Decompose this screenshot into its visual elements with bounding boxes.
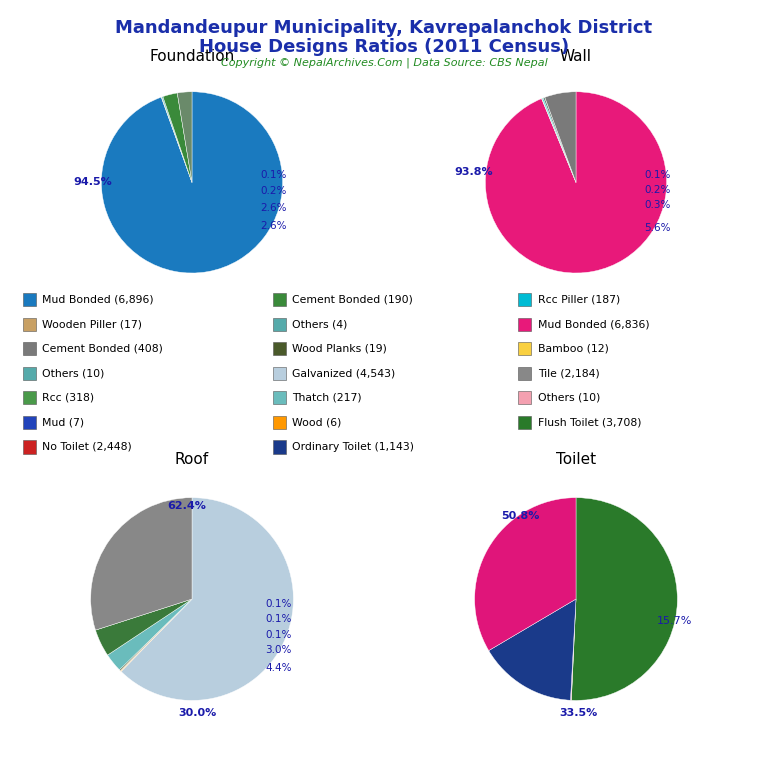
Text: Wooden Piller (17): Wooden Piller (17): [42, 319, 142, 329]
Text: 62.4%: 62.4%: [167, 501, 207, 511]
Text: House Designs Ratios (2011 Census): House Designs Ratios (2011 Census): [199, 38, 569, 56]
Text: Mud Bonded (6,836): Mud Bonded (6,836): [538, 319, 649, 329]
Text: 4.4%: 4.4%: [265, 663, 292, 673]
Text: 0.1%: 0.1%: [644, 170, 670, 180]
Text: Ordinary Toilet (1,143): Ordinary Toilet (1,143): [292, 442, 414, 452]
Title: Toilet: Toilet: [556, 452, 596, 467]
Text: 0.1%: 0.1%: [260, 170, 286, 180]
Title: Foundation: Foundation: [149, 49, 235, 64]
Wedge shape: [163, 93, 192, 183]
Wedge shape: [475, 498, 576, 650]
Text: Others (10): Others (10): [538, 392, 600, 403]
Wedge shape: [545, 92, 576, 183]
Text: Wood (6): Wood (6): [292, 417, 341, 428]
Text: Copyright © NepalArchives.Com | Data Source: CBS Nepal: Copyright © NepalArchives.Com | Data Sou…: [220, 58, 548, 68]
Text: 15.7%: 15.7%: [657, 617, 693, 627]
Text: Flush Toilet (3,708): Flush Toilet (3,708): [538, 417, 641, 428]
Text: Bamboo (12): Bamboo (12): [538, 343, 608, 354]
Text: Wood Planks (19): Wood Planks (19): [292, 343, 387, 354]
Text: 50.8%: 50.8%: [501, 511, 539, 521]
Wedge shape: [162, 97, 192, 183]
Text: Tile (2,184): Tile (2,184): [538, 368, 599, 379]
Wedge shape: [485, 92, 667, 273]
Wedge shape: [177, 92, 192, 183]
Text: 0.1%: 0.1%: [265, 614, 291, 624]
Wedge shape: [120, 599, 192, 670]
Text: 30.0%: 30.0%: [178, 707, 217, 717]
Wedge shape: [541, 98, 576, 183]
Wedge shape: [542, 98, 576, 183]
Text: 2.6%: 2.6%: [260, 221, 286, 231]
Text: Mud (7): Mud (7): [42, 417, 84, 428]
Wedge shape: [543, 98, 576, 183]
Text: Galvanized (4,543): Galvanized (4,543): [292, 368, 395, 379]
Wedge shape: [161, 97, 192, 183]
Text: 93.8%: 93.8%: [454, 167, 492, 177]
Text: 0.1%: 0.1%: [265, 630, 291, 640]
Wedge shape: [101, 92, 283, 273]
Wedge shape: [91, 498, 192, 630]
Text: 0.3%: 0.3%: [644, 200, 670, 210]
Text: Rcc Piller (187): Rcc Piller (187): [538, 294, 620, 305]
Text: 0.2%: 0.2%: [644, 184, 670, 194]
Text: Mud Bonded (6,896): Mud Bonded (6,896): [42, 294, 154, 305]
Text: 0.2%: 0.2%: [260, 187, 286, 197]
Text: Rcc (318): Rcc (318): [42, 392, 94, 403]
Text: 3.0%: 3.0%: [265, 644, 291, 655]
Text: 33.5%: 33.5%: [559, 707, 598, 717]
Title: Roof: Roof: [175, 452, 209, 467]
Title: Wall: Wall: [560, 49, 592, 64]
Wedge shape: [95, 599, 192, 655]
Text: 5.6%: 5.6%: [644, 223, 670, 233]
Wedge shape: [121, 599, 192, 671]
Text: Others (4): Others (4): [292, 319, 347, 329]
Text: 0.1%: 0.1%: [265, 599, 291, 609]
Text: 94.5%: 94.5%: [74, 177, 112, 187]
Text: Mandandeupur Municipality, Kavrepalanchok District: Mandandeupur Municipality, Kavrepalancho…: [115, 19, 653, 37]
Wedge shape: [121, 498, 293, 700]
Text: Others (10): Others (10): [42, 368, 104, 379]
Text: 2.6%: 2.6%: [260, 203, 286, 213]
Text: Thatch (217): Thatch (217): [292, 392, 362, 403]
Wedge shape: [571, 498, 677, 700]
Text: No Toilet (2,448): No Toilet (2,448): [42, 442, 132, 452]
Wedge shape: [108, 599, 192, 670]
Wedge shape: [488, 599, 576, 700]
Wedge shape: [121, 599, 192, 671]
Text: Cement Bonded (190): Cement Bonded (190): [292, 294, 412, 305]
Text: Cement Bonded (408): Cement Bonded (408): [42, 343, 163, 354]
Wedge shape: [571, 599, 576, 700]
